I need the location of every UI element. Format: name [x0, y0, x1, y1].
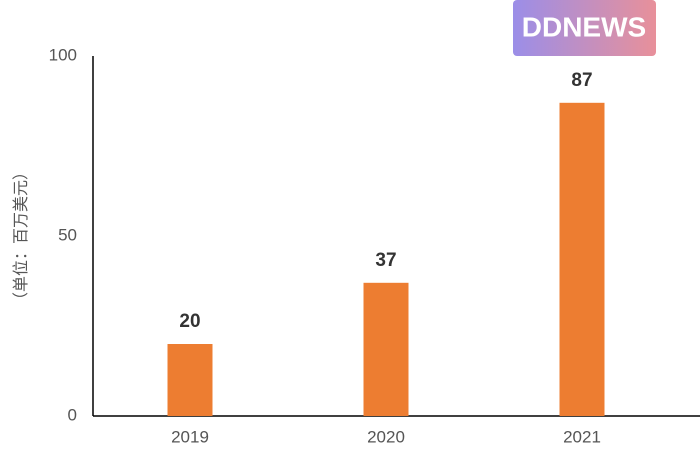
value-label: 20	[179, 311, 200, 332]
x-tick-label: 2020	[367, 427, 405, 446]
x-tick-label: 2019	[171, 427, 209, 446]
logo-background	[513, 0, 656, 56]
value-label: 37	[375, 250, 396, 271]
y-tick-label: 0	[68, 405, 77, 424]
logo: DDNEWS	[522, 11, 646, 42]
x-tick-label: 2021	[563, 427, 601, 446]
y-tick-label: 50	[58, 225, 77, 244]
y-tick-label: 100	[49, 45, 77, 64]
bar	[363, 282, 409, 416]
bar	[559, 102, 605, 417]
y-axis-label: （单位：百万美元）	[12, 164, 30, 308]
bar	[167, 344, 213, 416]
value-label: 87	[571, 70, 592, 91]
